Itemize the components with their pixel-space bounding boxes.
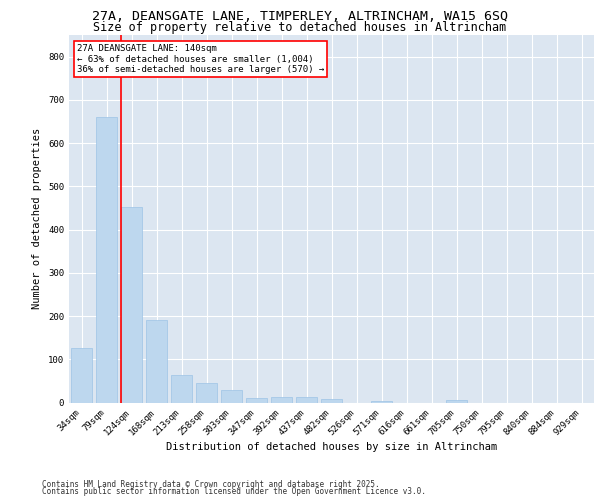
Bar xyxy=(296,397,317,402)
Text: Contains HM Land Registry data © Crown copyright and database right 2025.: Contains HM Land Registry data © Crown c… xyxy=(42,480,380,489)
Bar xyxy=(71,348,92,403)
Bar xyxy=(246,398,267,402)
Text: Size of property relative to detached houses in Altrincham: Size of property relative to detached ho… xyxy=(94,21,506,34)
X-axis label: Distribution of detached houses by size in Altrincham: Distribution of detached houses by size … xyxy=(166,442,497,452)
Text: Contains public sector information licensed under the Open Government Licence v3: Contains public sector information licen… xyxy=(42,487,426,496)
Bar xyxy=(146,320,167,402)
Bar xyxy=(321,400,342,402)
Bar xyxy=(171,376,192,402)
Text: 27A, DEANSGATE LANE, TIMPERLEY, ALTRINCHAM, WA15 6SQ: 27A, DEANSGATE LANE, TIMPERLEY, ALTRINCH… xyxy=(92,10,508,23)
Bar xyxy=(196,382,217,402)
Bar xyxy=(371,401,392,402)
Bar xyxy=(446,400,467,402)
Bar xyxy=(221,390,242,402)
Bar xyxy=(96,117,117,403)
Y-axis label: Number of detached properties: Number of detached properties xyxy=(32,128,43,310)
Bar xyxy=(271,397,292,402)
Bar xyxy=(121,207,142,402)
Text: 27A DEANSGATE LANE: 140sqm
← 63% of detached houses are smaller (1,004)
36% of s: 27A DEANSGATE LANE: 140sqm ← 63% of deta… xyxy=(77,44,324,74)
